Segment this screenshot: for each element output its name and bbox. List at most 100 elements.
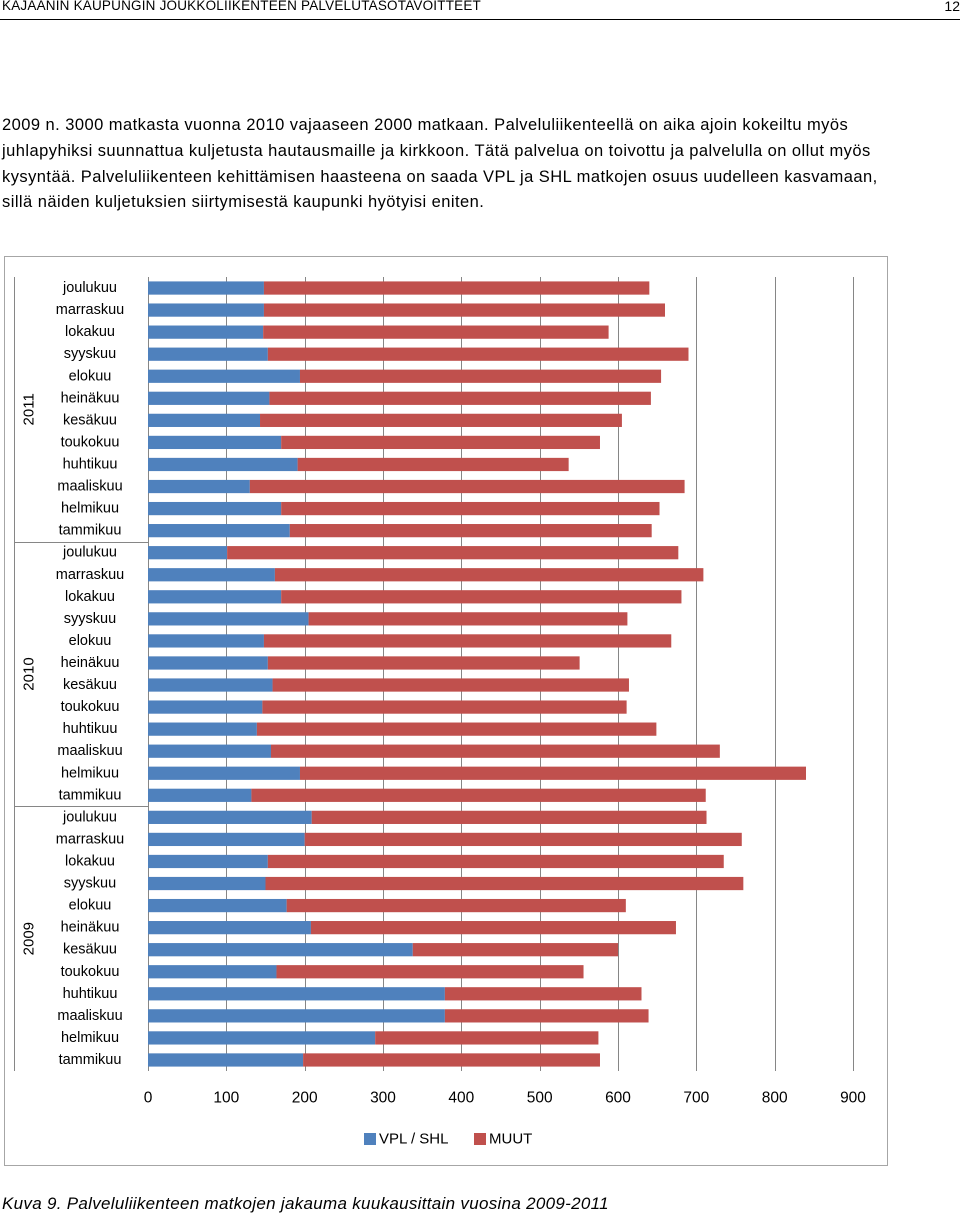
bar-vpl-shl xyxy=(148,921,311,935)
bar-vpl-shl xyxy=(148,943,413,957)
bar-vpl-shl xyxy=(148,898,287,913)
bar-muut xyxy=(263,634,672,648)
header-title: KAJAANIN KAUPUNGIN JOUKKOLIIKENTEEN PALV… xyxy=(2,0,481,13)
bar-vpl-shl xyxy=(148,524,290,538)
bar-muut xyxy=(303,1053,600,1067)
bar-vpl-shl xyxy=(148,810,312,824)
month-tick-label: heinäkuu xyxy=(61,655,120,671)
bar-muut xyxy=(375,1031,599,1045)
month-tick-label: lokakuu xyxy=(65,853,115,869)
bar-muut xyxy=(249,479,685,494)
month-tick-label: maaliskuu xyxy=(57,743,122,759)
bar-vpl-shl xyxy=(148,987,445,1001)
bar-vpl-shl xyxy=(148,700,263,714)
month-tick-label: huhtikuu xyxy=(63,721,118,737)
legend-swatch-vpl-shl xyxy=(364,1133,376,1145)
x-tick-label: 200 xyxy=(292,1090,318,1107)
month-tick-label: kesäkuu xyxy=(63,677,117,693)
year-group-label: 2011 xyxy=(21,393,38,425)
x-tick-label: 300 xyxy=(370,1090,396,1107)
bar-muut xyxy=(263,281,650,295)
bar-vpl-shl xyxy=(148,1053,304,1067)
bar-vpl-shl xyxy=(148,876,266,891)
bar-vpl-shl xyxy=(148,457,298,472)
month-tick-label: toukokuu xyxy=(61,699,120,715)
bar-vpl-shl xyxy=(148,546,228,560)
bar-vpl-shl xyxy=(148,854,268,869)
bar-muut xyxy=(299,369,662,383)
bar-vpl-shl xyxy=(148,590,282,604)
bar-vpl-shl xyxy=(148,1031,376,1045)
month-tick-label: lokakuu xyxy=(65,589,115,605)
month-tick-label: tammikuu xyxy=(59,1052,122,1068)
bar-muut xyxy=(304,832,742,847)
bar-vpl-shl xyxy=(148,634,264,648)
bar-muut xyxy=(263,325,609,339)
bar-muut xyxy=(267,347,689,361)
month-tick-label: tammikuu xyxy=(59,787,122,803)
body-paragraph: 2009 n. 3000 matkasta vuonna 2010 vajaas… xyxy=(2,116,878,212)
bar-muut xyxy=(274,568,704,582)
bar-muut xyxy=(308,612,628,626)
month-tick-label: tammikuu xyxy=(59,523,122,539)
month-tick-label: elokuu xyxy=(69,633,112,649)
bar-vpl-shl xyxy=(148,325,264,339)
bar-muut xyxy=(260,413,622,427)
bar-muut xyxy=(256,722,657,736)
month-tick-label: joulukuu xyxy=(62,545,117,561)
bar-vpl-shl xyxy=(148,722,257,736)
bar-vpl-shl xyxy=(148,788,252,802)
month-tick-label: maaliskuu xyxy=(57,1008,122,1024)
page-number: 12 xyxy=(944,0,960,14)
month-tick-label: marraskuu xyxy=(56,302,125,318)
stacked-bar-chart: 2011 2010 2009 joulukuu marraskuu lokakuu syys… xyxy=(14,277,866,1148)
page-header: KAJAANIN KAUPUNGIN JOUKKOLIIKENTEEN PALV… xyxy=(0,0,960,20)
month-tick-label: helmikuu xyxy=(61,501,119,517)
bar-vpl-shl xyxy=(148,1009,445,1023)
x-tick-label: 100 xyxy=(213,1090,239,1107)
month-tick-label: marraskuu xyxy=(56,567,125,583)
month-tick-label: joulukuu xyxy=(62,280,117,296)
x-tick-label: 900 xyxy=(840,1090,866,1107)
month-tick-label: syyskuu xyxy=(64,876,116,892)
bar-muut xyxy=(281,501,660,516)
month-tick-label: syyskuu xyxy=(64,346,116,362)
x-tick-label: 600 xyxy=(605,1090,631,1107)
bar-vpl-shl xyxy=(148,413,261,427)
month-tick-label: elokuu xyxy=(69,898,112,914)
bar-muut xyxy=(412,943,618,957)
bar-vpl-shl xyxy=(148,369,300,383)
x-tick-label: 400 xyxy=(448,1090,474,1107)
bar-vpl-shl xyxy=(148,832,305,847)
month-tick-label: maaliskuu xyxy=(57,479,122,495)
bar-vpl-shl xyxy=(148,744,271,758)
month-tick-label: toukokuu xyxy=(61,434,120,450)
x-tick-label: 0 xyxy=(144,1090,153,1107)
header-rule xyxy=(0,19,960,20)
bar-muut xyxy=(263,303,665,317)
bar-muut xyxy=(227,546,679,560)
bar-vpl-shl xyxy=(148,766,300,780)
bar-muut xyxy=(270,744,720,758)
bar-vpl-shl xyxy=(148,656,268,670)
legend-swatch-muut xyxy=(474,1133,486,1145)
legend-label-muut: MUUT xyxy=(489,1131,532,1148)
bar-muut xyxy=(265,876,744,891)
bar-muut xyxy=(267,656,580,670)
x-tick-label: 700 xyxy=(683,1090,709,1107)
month-tick-label: marraskuu xyxy=(56,831,125,847)
month-tick-label: joulukuu xyxy=(62,809,117,825)
bar-vpl-shl xyxy=(148,347,268,361)
month-tick-label: heinäkuu xyxy=(61,920,120,936)
bar-muut xyxy=(297,457,569,472)
bar-vpl-shl xyxy=(148,435,282,450)
month-tick-label: huhtikuu xyxy=(63,456,118,472)
x-tick-label: 500 xyxy=(527,1090,553,1107)
bar-muut xyxy=(269,391,651,405)
bar-muut xyxy=(281,435,600,450)
bar-muut xyxy=(276,965,584,979)
month-tick-label: lokakuu xyxy=(65,324,115,340)
bar-muut xyxy=(281,590,682,604)
chart-frame: 2011 2010 2009 joulukuu marraskuu lokakuu syys… xyxy=(4,256,888,1166)
figure-caption: Kuva 9. Palveluliikenteen matkojen jakau… xyxy=(2,1194,609,1213)
